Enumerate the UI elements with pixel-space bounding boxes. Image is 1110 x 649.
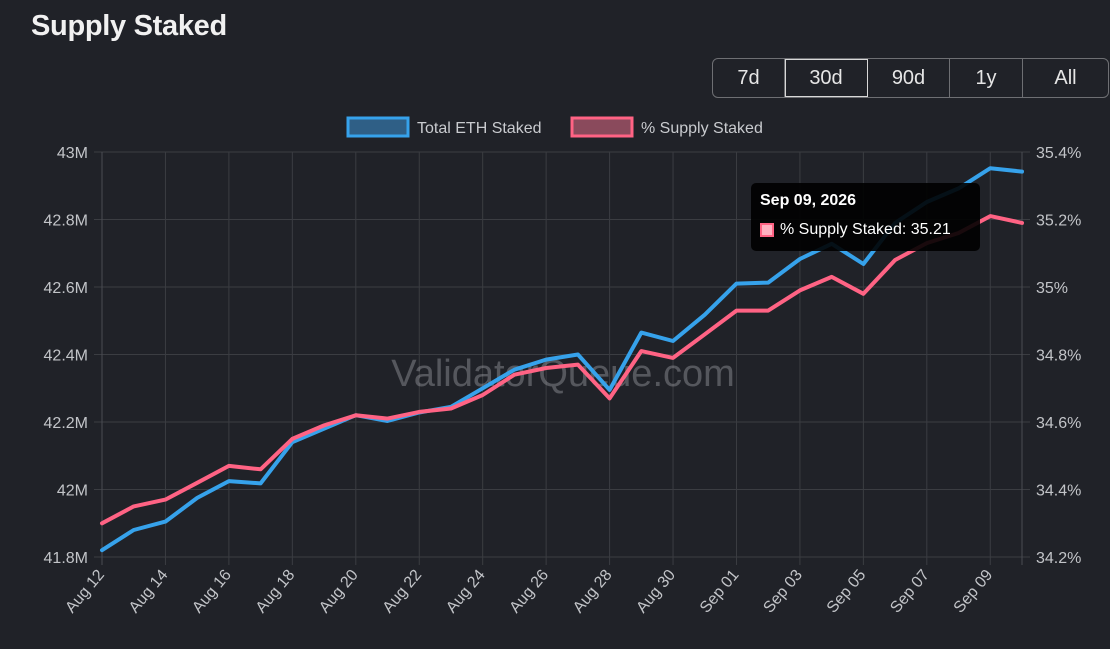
x-tick-label: Aug 30: [633, 567, 679, 617]
series-line-total-eth-staked[interactable]: [100, 166, 1024, 553]
y-left-tick-label: 43M: [57, 145, 88, 162]
series: [100, 166, 1024, 553]
range-1y-button[interactable]: 1y: [950, 59, 1023, 97]
x-tick-label: Aug 28: [570, 567, 616, 617]
y-left-tick-label: 41.8M: [44, 550, 88, 567]
series-line-supply-staked[interactable]: [100, 214, 1024, 526]
y-right-tick-label: 34.8%: [1036, 348, 1081, 365]
legend-label-pct[interactable]: % Supply Staked: [641, 120, 763, 137]
y-left-tick-label: 42.4M: [44, 348, 88, 365]
y-left-tick-label: 42M: [57, 483, 88, 500]
y-left-tick-label: 42.6M: [44, 280, 88, 297]
legend: Total ETH Staked % Supply Staked: [346, 116, 763, 138]
x-tick-label: Aug 26: [507, 567, 553, 617]
x-tick-label: Aug 14: [126, 567, 172, 617]
legend-swatch-pct[interactable]: [570, 116, 634, 138]
legend-label-eth[interactable]: Total ETH Staked: [417, 120, 542, 137]
x-tick-label: Aug 24: [443, 567, 489, 617]
range-90d-button[interactable]: 90d: [868, 59, 950, 97]
y-right-tick-label: 34.2%: [1036, 550, 1081, 567]
y-left-tick-label: 42.2M: [44, 415, 88, 432]
chart-tooltip: Sep 09, 2026 % Supply Staked: 35.21: [751, 183, 980, 251]
range-selector: 7d 30d 90d 1y All: [712, 58, 1109, 98]
range-30d-button[interactable]: 30d: [785, 59, 868, 97]
x-tick-label: Sep 03: [760, 567, 806, 617]
watermark: ValidatorQueue.com: [391, 353, 735, 395]
tooltip-swatch: [760, 223, 774, 237]
x-tick-label: Sep 07: [887, 567, 933, 617]
range-all-button[interactable]: All: [1023, 59, 1108, 97]
range-7d-button[interactable]: 7d: [713, 59, 785, 97]
legend-swatch-eth[interactable]: [346, 116, 410, 138]
tooltip-value: % Supply Staked: 35.21: [780, 221, 951, 238]
y-right-tick-label: 34.6%: [1036, 415, 1081, 432]
tooltip-date: Sep 09, 2026: [760, 192, 857, 209]
x-tick-label: Aug 22: [380, 567, 426, 617]
x-tick-label: Aug 16: [189, 567, 235, 617]
page-title: Supply Staked: [31, 10, 227, 42]
y-right-tick-label: 35%: [1036, 280, 1068, 297]
y-right-tick-label: 35.4%: [1036, 145, 1081, 162]
x-tick-label: Sep 09: [951, 567, 997, 617]
y-right-tick-label: 35.2%: [1036, 213, 1081, 230]
x-tick-label: Aug 12: [62, 567, 108, 617]
x-tick-label: Sep 01: [697, 567, 743, 617]
x-tick-label: Aug 18: [253, 567, 299, 617]
x-tick-label: Sep 05: [824, 567, 870, 617]
x-tick-label: Aug 20: [316, 567, 362, 617]
y-left-tick-label: 42.8M: [44, 213, 88, 230]
y-right-tick-label: 34.4%: [1036, 483, 1081, 500]
